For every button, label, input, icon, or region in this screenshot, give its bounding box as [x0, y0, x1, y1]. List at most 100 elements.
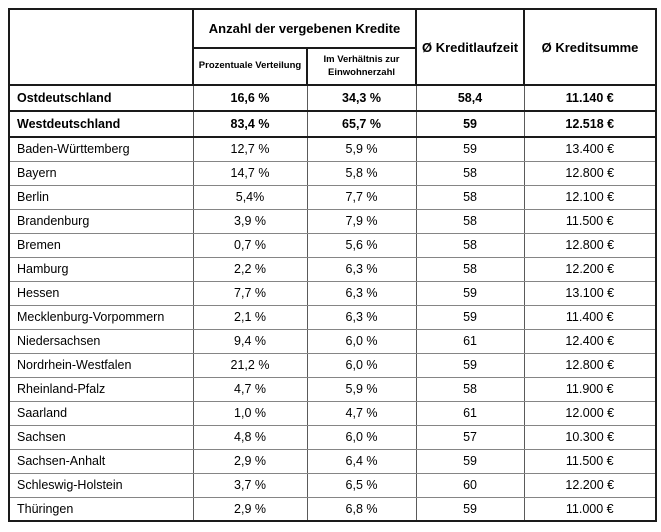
- column-subheader-einwohnerzahl: Im Verhältnis zur Einwohnerzahl: [305, 47, 418, 86]
- prozentuale-verteilung-cell: 2,2 %: [192, 256, 308, 282]
- einwohnerzahl-verhaeltnis-cell: 6,3 %: [306, 256, 417, 282]
- einwohnerzahl-verhaeltnis-cell: 7,9 %: [306, 208, 417, 234]
- table-row: Westdeutschland 83,4 % 65,7 % 59 12.518 …: [8, 110, 657, 138]
- region-name-cell: Ostdeutschland: [8, 84, 194, 112]
- kreditsumme-cell: 12.800 €: [523, 160, 657, 186]
- table-row: Bayern 14,7 % 5,8 % 58 12.800 €: [8, 160, 657, 186]
- region-name-cell: Baden-Württemberg: [8, 136, 194, 162]
- kreditsumme-cell: 13.100 €: [523, 280, 657, 306]
- einwohnerzahl-verhaeltnis-cell: 7,7 %: [306, 184, 417, 210]
- table-row: Saarland 1,0 % 4,7 % 61 12.000 €: [8, 400, 657, 426]
- column-group-header-anzahl-kredite: Anzahl der vergebenen Kredite: [191, 8, 418, 49]
- kreditlaufzeit-cell: 60: [415, 472, 525, 498]
- prozentuale-verteilung-cell: 14,7 %: [192, 160, 308, 186]
- region-name-cell: Hamburg: [8, 256, 194, 282]
- kreditlaufzeit-cell: 59: [415, 448, 525, 474]
- region-name-cell: Hessen: [8, 280, 194, 306]
- table-row: Ostdeutschland 16,6 % 34,3 % 58,4 11.140…: [8, 84, 657, 112]
- region-name-cell: Mecklenburg-Vorpommern: [8, 304, 194, 330]
- column-subheader-prozentuale-verteilung: Prozentuale Verteilung: [192, 47, 308, 86]
- region-name-cell: Berlin: [8, 184, 194, 210]
- region-name-cell: Thüringen: [8, 496, 194, 522]
- region-name-cell: Bremen: [8, 232, 194, 258]
- einwohnerzahl-verhaeltnis-cell: 4,7 %: [306, 400, 417, 426]
- einwohnerzahl-verhaeltnis-cell: 6,0 %: [306, 424, 417, 450]
- einwohnerzahl-verhaeltnis-cell: 5,8 %: [306, 160, 417, 186]
- kreditsumme-cell: 12.200 €: [523, 472, 657, 498]
- kreditsumme-cell: 13.400 €: [523, 136, 657, 162]
- region-name-cell: Rheinland-Pfalz: [8, 376, 194, 402]
- kreditlaufzeit-cell: 59: [415, 136, 525, 162]
- prozentuale-verteilung-cell: 1,0 %: [192, 400, 308, 426]
- kreditlaufzeit-cell: 58: [415, 256, 525, 282]
- einwohnerzahl-verhaeltnis-cell: 6,5 %: [306, 472, 417, 498]
- region-name-cell: Niedersachsen: [8, 328, 194, 354]
- region-name-cell: Schleswig-Holstein: [8, 472, 194, 498]
- kreditsumme-cell: 12.400 €: [523, 328, 657, 354]
- einwohnerzahl-verhaeltnis-cell: 34,3 %: [306, 84, 417, 112]
- region-name-cell: Bayern: [8, 160, 194, 186]
- prozentuale-verteilung-cell: 3,7 %: [192, 472, 308, 498]
- kreditsumme-cell: 11.500 €: [523, 448, 657, 474]
- prozentuale-verteilung-cell: 4,8 %: [192, 424, 308, 450]
- prozentuale-verteilung-cell: 12,7 %: [192, 136, 308, 162]
- header-row-sub: Prozentuale Verteilung Im Verhältnis zur…: [9, 47, 656, 86]
- table-row: Niedersachsen 9,4 % 6,0 % 61 12.400 €: [8, 328, 657, 354]
- table-row: Mecklenburg-Vorpommern 2,1 % 6,3 % 59 11…: [8, 304, 657, 330]
- einwohnerzahl-verhaeltnis-cell: 6,0 %: [306, 328, 417, 354]
- kreditlaufzeit-cell: 58: [415, 208, 525, 234]
- column-header-kreditsumme: Ø Kreditsumme: [523, 8, 658, 86]
- prozentuale-verteilung-cell: 3,9 %: [192, 208, 308, 234]
- kreditlaufzeit-cell: 59: [415, 304, 525, 330]
- table-row: Schleswig-Holstein 3,7 % 6,5 % 60 12.200…: [8, 472, 657, 498]
- table-row: Berlin 5,4% 7,7 % 58 12.100 €: [8, 184, 657, 210]
- kreditlaufzeit-cell: 61: [415, 328, 525, 354]
- region-name-cell: Sachsen: [8, 424, 194, 450]
- kreditsumme-cell: 12.200 €: [523, 256, 657, 282]
- table-row: Rheinland-Pfalz 4,7 % 5,9 % 58 11.900 €: [8, 376, 657, 402]
- kreditlaufzeit-cell: 58: [415, 160, 525, 186]
- region-name-cell: Saarland: [8, 400, 194, 426]
- table-row: Thüringen 2,9 % 6,8 % 59 11.000 €: [8, 496, 657, 522]
- region-name-cell: Brandenburg: [8, 208, 194, 234]
- einwohnerzahl-verhaeltnis-cell: 6,8 %: [306, 496, 417, 522]
- kreditsumme-cell: 11.400 €: [523, 304, 657, 330]
- table-row: Sachsen 4,8 % 6,0 % 57 10.300 €: [8, 424, 657, 450]
- prozentuale-verteilung-cell: 7,7 %: [192, 280, 308, 306]
- einwohnerzahl-verhaeltnis-cell: 6,3 %: [306, 280, 417, 306]
- kreditlaufzeit-cell: 59: [415, 352, 525, 378]
- einwohnerzahl-verhaeltnis-cell: 5,9 %: [306, 376, 417, 402]
- table-body: Ostdeutschland 16,6 % 34,3 % 58,4 11.140…: [8, 84, 657, 522]
- kreditlaufzeit-cell: 58: [415, 376, 525, 402]
- region-name-cell: Nordrhein-Westfalen: [8, 352, 194, 378]
- empty-corner-cell: [8, 8, 194, 86]
- einwohnerzahl-verhaeltnis-cell: 6,3 %: [306, 304, 417, 330]
- kreditsumme-cell: 12.800 €: [523, 352, 657, 378]
- einwohnerzahl-verhaeltnis-cell: 5,6 %: [306, 232, 417, 258]
- kreditlaufzeit-cell: 59: [415, 280, 525, 306]
- table-header: Anzahl der vergebenen Kredite Ø Kreditla…: [8, 8, 658, 86]
- kreditsumme-cell: 12.100 €: [523, 184, 657, 210]
- table-row: Nordrhein-Westfalen 21,2 % 6,0 % 59 12.8…: [8, 352, 657, 378]
- kreditsumme-cell: 12.000 €: [523, 400, 657, 426]
- table-row: Sachsen-Anhalt 2,9 % 6,4 % 59 11.500 €: [8, 448, 657, 474]
- einwohnerzahl-verhaeltnis-cell: 6,0 %: [306, 352, 417, 378]
- kreditlaufzeit-cell: 57: [415, 424, 525, 450]
- einwohnerzahl-verhaeltnis-cell: 6,4 %: [306, 448, 417, 474]
- table-row: Baden-Württemberg 12,7 % 5,9 % 59 13.400…: [8, 136, 657, 162]
- kredite-table: Anzahl der vergebenen Kredite Ø Kreditla…: [8, 8, 658, 522]
- prozentuale-verteilung-cell: 83,4 %: [192, 110, 308, 138]
- einwohnerzahl-verhaeltnis-cell: 5,9 %: [306, 136, 417, 162]
- kreditsumme-cell: 11.000 €: [523, 496, 657, 522]
- prozentuale-verteilung-cell: 21,2 %: [192, 352, 308, 378]
- kreditsumme-cell: 11.900 €: [523, 376, 657, 402]
- prozentuale-verteilung-cell: 5,4%: [192, 184, 308, 210]
- kreditsumme-cell: 12.800 €: [523, 232, 657, 258]
- table-row: Hessen 7,7 % 6,3 % 59 13.100 €: [8, 280, 657, 306]
- prozentuale-verteilung-cell: 2,1 %: [192, 304, 308, 330]
- region-name-cell: Westdeutschland: [8, 110, 194, 138]
- kreditlaufzeit-cell: 58,4: [415, 84, 525, 112]
- kreditsumme-cell: 11.500 €: [523, 208, 657, 234]
- prozentuale-verteilung-cell: 2,9 %: [192, 496, 308, 522]
- kreditsumme-cell: 12.518 €: [523, 110, 657, 138]
